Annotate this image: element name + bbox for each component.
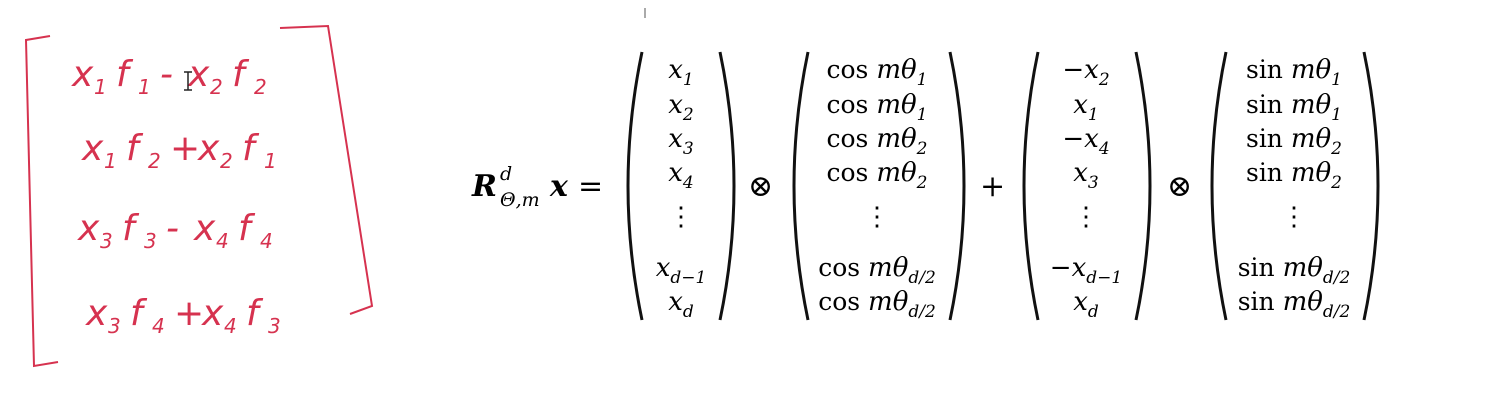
- hadamard-operator-2: ⊗: [1167, 169, 1192, 204]
- vector-entry: sin mθd/2: [1238, 253, 1351, 288]
- vector-entry: sin mθ2: [1246, 124, 1342, 159]
- vertical-ellipsis: ⋮: [1073, 202, 1099, 232]
- vector-entry: x3: [668, 124, 694, 159]
- handwritten-subscript: 1: [138, 75, 151, 99]
- vector-entry: cos mθ1: [827, 90, 928, 125]
- handwritten-subscript: 4: [224, 314, 237, 338]
- right-paren: [1362, 51, 1380, 321]
- handwritten-subscript: 4: [260, 229, 273, 253]
- handwritten-right-bracket: [279, 24, 374, 315]
- handwritten-subscript: 4: [216, 229, 229, 253]
- left-paren: [626, 51, 644, 321]
- vector-entry: cos mθd/2: [818, 253, 936, 288]
- vector-entry: −xd−1: [1050, 253, 1122, 288]
- handwritten-token: -: [160, 54, 173, 95]
- vertical-ellipsis: ⋮: [864, 202, 890, 232]
- handwritten-subscript: 1: [264, 149, 277, 173]
- handwritten-token: x: [77, 208, 100, 249]
- handwritten-token: x: [81, 128, 104, 169]
- handwritten-token: f: [246, 293, 264, 334]
- handwritten-token: f: [232, 54, 250, 95]
- vector-entry: sin mθ1: [1246, 55, 1342, 90]
- left-paren: [1022, 51, 1040, 321]
- handwritten-token: x: [193, 208, 216, 249]
- vertical-ellipsis: ⋮: [668, 202, 694, 232]
- vector-entry: xd: [1073, 287, 1099, 322]
- handwritten-token: f: [122, 208, 140, 249]
- vector-entry: sin mθ2: [1246, 158, 1342, 193]
- plus-operator: +: [980, 169, 1005, 204]
- handwritten-token: x: [71, 54, 94, 95]
- vector-entry: sin mθ1: [1246, 90, 1342, 125]
- handwritten-subscript: 2: [220, 149, 233, 173]
- vector-entry: xd−1: [656, 253, 707, 288]
- handwritten-subscript: 2: [254, 75, 267, 99]
- handwritten-subscript: 1: [104, 149, 117, 173]
- handwritten-row: x 3 f 4 +x 4 f 3: [85, 293, 281, 338]
- vector-entry: cos mθ2: [827, 158, 928, 193]
- handwritten-token: f: [116, 54, 134, 95]
- handwritten-token: +: [174, 293, 204, 334]
- handwritten-subscript: 4: [152, 314, 165, 338]
- handwritten-subscript: 2: [210, 75, 223, 99]
- vector-entry: x4: [668, 158, 694, 193]
- vector-entry: x2: [668, 90, 694, 125]
- handwritten-token: +: [170, 128, 200, 169]
- handwritten-token: f: [242, 128, 260, 169]
- lhs-subscript: Θ,m: [500, 189, 540, 211]
- right-paren: [718, 51, 736, 321]
- vector-entry: −x4: [1062, 124, 1109, 159]
- handwritten-subscript: 3: [108, 314, 121, 338]
- handwritten-left-bracket: [24, 35, 59, 368]
- handwritten-subscript: 3: [144, 229, 157, 253]
- vector-entry: x1: [668, 55, 694, 90]
- lhs-vector: x: [549, 169, 569, 204]
- handwritten-subscript: 2: [148, 149, 161, 173]
- handwritten-token: x: [85, 293, 108, 334]
- text-cursor-icon: [184, 71, 192, 91]
- vector-entry: x3: [1073, 158, 1099, 193]
- handwritten-token: x: [197, 128, 220, 169]
- handwritten-rows: x 1 f 1- x 2 f 2x 1 f 2 +x 2 f 1x 3 f 3- x 4 f 4x 3 f 4 +x 4 f 3: [71, 54, 281, 338]
- lhs-equals: =: [578, 169, 603, 204]
- handwritten-subscript: 1: [94, 75, 107, 99]
- vertical-ellipsis: ⋮: [1281, 202, 1307, 232]
- vector-entry: sin mθd/2: [1238, 287, 1351, 322]
- handwritten-subscript: 3: [100, 229, 113, 253]
- lhs-superscript: d: [500, 163, 512, 185]
- handwritten-row: x 1 f 2 +x 2 f 1: [81, 128, 277, 173]
- handwritten-token: f: [238, 208, 256, 249]
- handwritten-token: x: [201, 293, 224, 334]
- left-paren: [792, 51, 810, 321]
- vector-entry: cos mθ1: [827, 55, 928, 90]
- handwritten-token: -: [166, 208, 179, 249]
- left-paren: [1210, 51, 1228, 321]
- handwritten-token: f: [130, 293, 148, 334]
- handwritten-token: f: [126, 128, 144, 169]
- vector-entry: −x2: [1062, 55, 1109, 90]
- lhs-rotation-symbol: R: [471, 169, 497, 204]
- hadamard-operator-1: ⊗: [748, 169, 773, 204]
- handwritten-matrix: x 1 f 1- x 2 f 2x 1 f 2 +x 2 f 1x 3 f 3- x 4 f 4x 3 f 4 +x 4 f 3: [24, 24, 374, 368]
- handwritten-token: x: [187, 54, 210, 95]
- formula-lhs: R d Θ,m x =: [471, 163, 603, 211]
- vector-entry: xd: [668, 287, 694, 322]
- vector-entry: cos mθ2: [827, 124, 928, 159]
- vector-entry: x1: [1073, 90, 1099, 125]
- right-paren: [948, 51, 966, 321]
- vector-entry: cos mθd/2: [818, 287, 936, 322]
- handwritten-subscript: 3: [268, 314, 281, 338]
- right-paren: [1134, 51, 1152, 321]
